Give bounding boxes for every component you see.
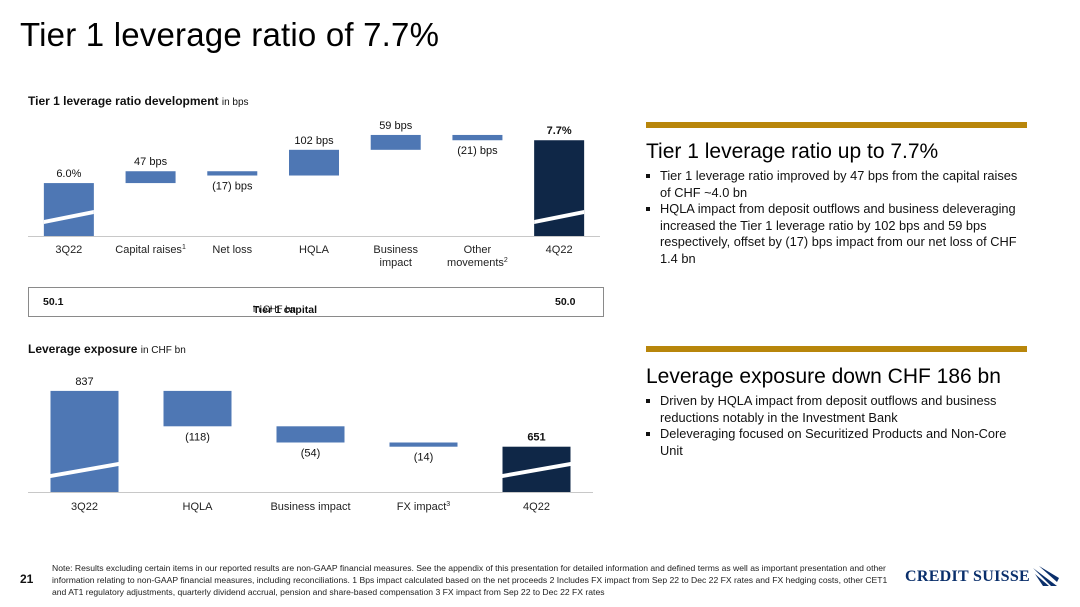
data-label: (118) bbox=[185, 431, 210, 443]
chart-1-title-block: Tier 1 leverage ratio development in bps bbox=[28, 94, 249, 108]
page-title: Tier 1 leverage ratio of 7.7% bbox=[20, 16, 440, 53]
bar bbox=[370, 134, 421, 150]
category-label: Other bbox=[464, 244, 492, 256]
footnote-superscript: 1 bbox=[182, 244, 186, 251]
chart-1-unit: in bps bbox=[221, 97, 249, 108]
category-label: Net loss bbox=[212, 244, 252, 256]
data-label: 59 bps bbox=[379, 120, 413, 132]
data-label: (54) bbox=[301, 448, 321, 460]
footnote-superscript: 2 bbox=[504, 257, 508, 264]
panel-2-bullets: Driven by HQLA impact from deposit outfl… bbox=[646, 393, 1026, 459]
bar bbox=[452, 134, 503, 141]
data-label: 837 bbox=[75, 376, 93, 388]
tier1-capital-right-value: 50.0 bbox=[555, 296, 576, 308]
bar bbox=[43, 183, 94, 236]
category-label: movements2 bbox=[447, 257, 508, 269]
data-label: 651 bbox=[527, 432, 545, 444]
credit-suisse-logo: CREDIT SUISSE bbox=[905, 562, 1060, 592]
tier1-capital-left-value: 50.1 bbox=[43, 296, 64, 308]
footnote-superscript: 3 bbox=[446, 501, 450, 508]
tier1-capital-label: Tier 1 capital bbox=[253, 304, 318, 316]
category-label: 4Q22 bbox=[546, 244, 573, 256]
category-label: HQLA bbox=[299, 244, 330, 256]
category-label: 3Q22 bbox=[71, 501, 98, 513]
axis-break-mark bbox=[534, 210, 585, 224]
data-label: 7.7% bbox=[547, 125, 572, 137]
tier1-capital-unit: in CHF bn bbox=[253, 304, 296, 315]
bar bbox=[289, 149, 339, 176]
panel-1-bullet: HQLA impact from deposit outflows and bu… bbox=[646, 201, 1026, 267]
bar bbox=[125, 171, 176, 184]
tier1-capital-box: 50.1 Tier 1 capital in CHF bn 50.0 bbox=[28, 287, 604, 317]
panel-1-bullet: Tier 1 leverage ratio improved by 47 bps… bbox=[646, 168, 1026, 201]
category-label: 3Q22 bbox=[55, 244, 82, 256]
category-label: FX impact3 bbox=[397, 501, 451, 513]
panel-2-title: Leverage exposure down CHF 186 bn bbox=[646, 365, 1001, 388]
logo-text: CREDIT SUISSE bbox=[905, 568, 1030, 585]
panel-1-title: Tier 1 leverage ratio up to 7.7% bbox=[646, 140, 939, 163]
data-label: (21) bps bbox=[457, 145, 498, 157]
axis-break-mark bbox=[50, 462, 119, 478]
sail-icon bbox=[1033, 566, 1059, 586]
category-label: 4Q22 bbox=[523, 501, 550, 513]
category-label: Business impact bbox=[270, 501, 350, 513]
chart-1-title: Tier 1 leverage ratio development bbox=[28, 94, 219, 108]
tier1-leverage-ratio-chart: 6.0% 3Q22 47 bps Capital raises1 (17) bps Net… bbox=[28, 120, 600, 269]
data-label: (14) bbox=[414, 452, 434, 464]
bar bbox=[276, 426, 345, 443]
leverage-exposure-chart: 837 3Q22 (118) HQLA (54) Business impact (14) F… bbox=[28, 376, 593, 513]
gold-divider-1 bbox=[646, 122, 1027, 128]
bar bbox=[50, 390, 119, 492]
category-label: HQLA bbox=[183, 501, 214, 513]
panel-2-bullet: Deleveraging focused on Securitized Prod… bbox=[646, 426, 1026, 459]
gold-divider-2 bbox=[646, 346, 1027, 352]
chart-2-title-block: Leverage exposure in CHF bn bbox=[28, 342, 186, 356]
category-label: Capital raises1 bbox=[115, 244, 186, 256]
bar bbox=[207, 171, 258, 176]
bar bbox=[163, 390, 232, 427]
data-label: 6.0% bbox=[56, 168, 81, 180]
axis-break-mark bbox=[43, 210, 94, 224]
category-label: impact bbox=[380, 257, 412, 269]
data-label: 47 bps bbox=[134, 156, 168, 168]
panel-1-bullets: Tier 1 leverage ratio improved by 47 bps… bbox=[646, 168, 1026, 267]
axis-break-mark bbox=[502, 462, 571, 478]
footnote: Note: Results excluding certain items in… bbox=[52, 563, 888, 597]
panel-2-bullet: Driven by HQLA impact from deposit outfl… bbox=[646, 393, 1026, 426]
category-label: Business bbox=[373, 244, 418, 256]
data-label: 102 bps bbox=[294, 135, 334, 147]
page-number: 21 bbox=[20, 572, 34, 586]
chart-2-title: Leverage exposure bbox=[28, 342, 138, 356]
bar bbox=[389, 442, 458, 447]
chart-2-unit: in CHF bn bbox=[140, 345, 186, 356]
data-label: (17) bps bbox=[212, 181, 253, 193]
